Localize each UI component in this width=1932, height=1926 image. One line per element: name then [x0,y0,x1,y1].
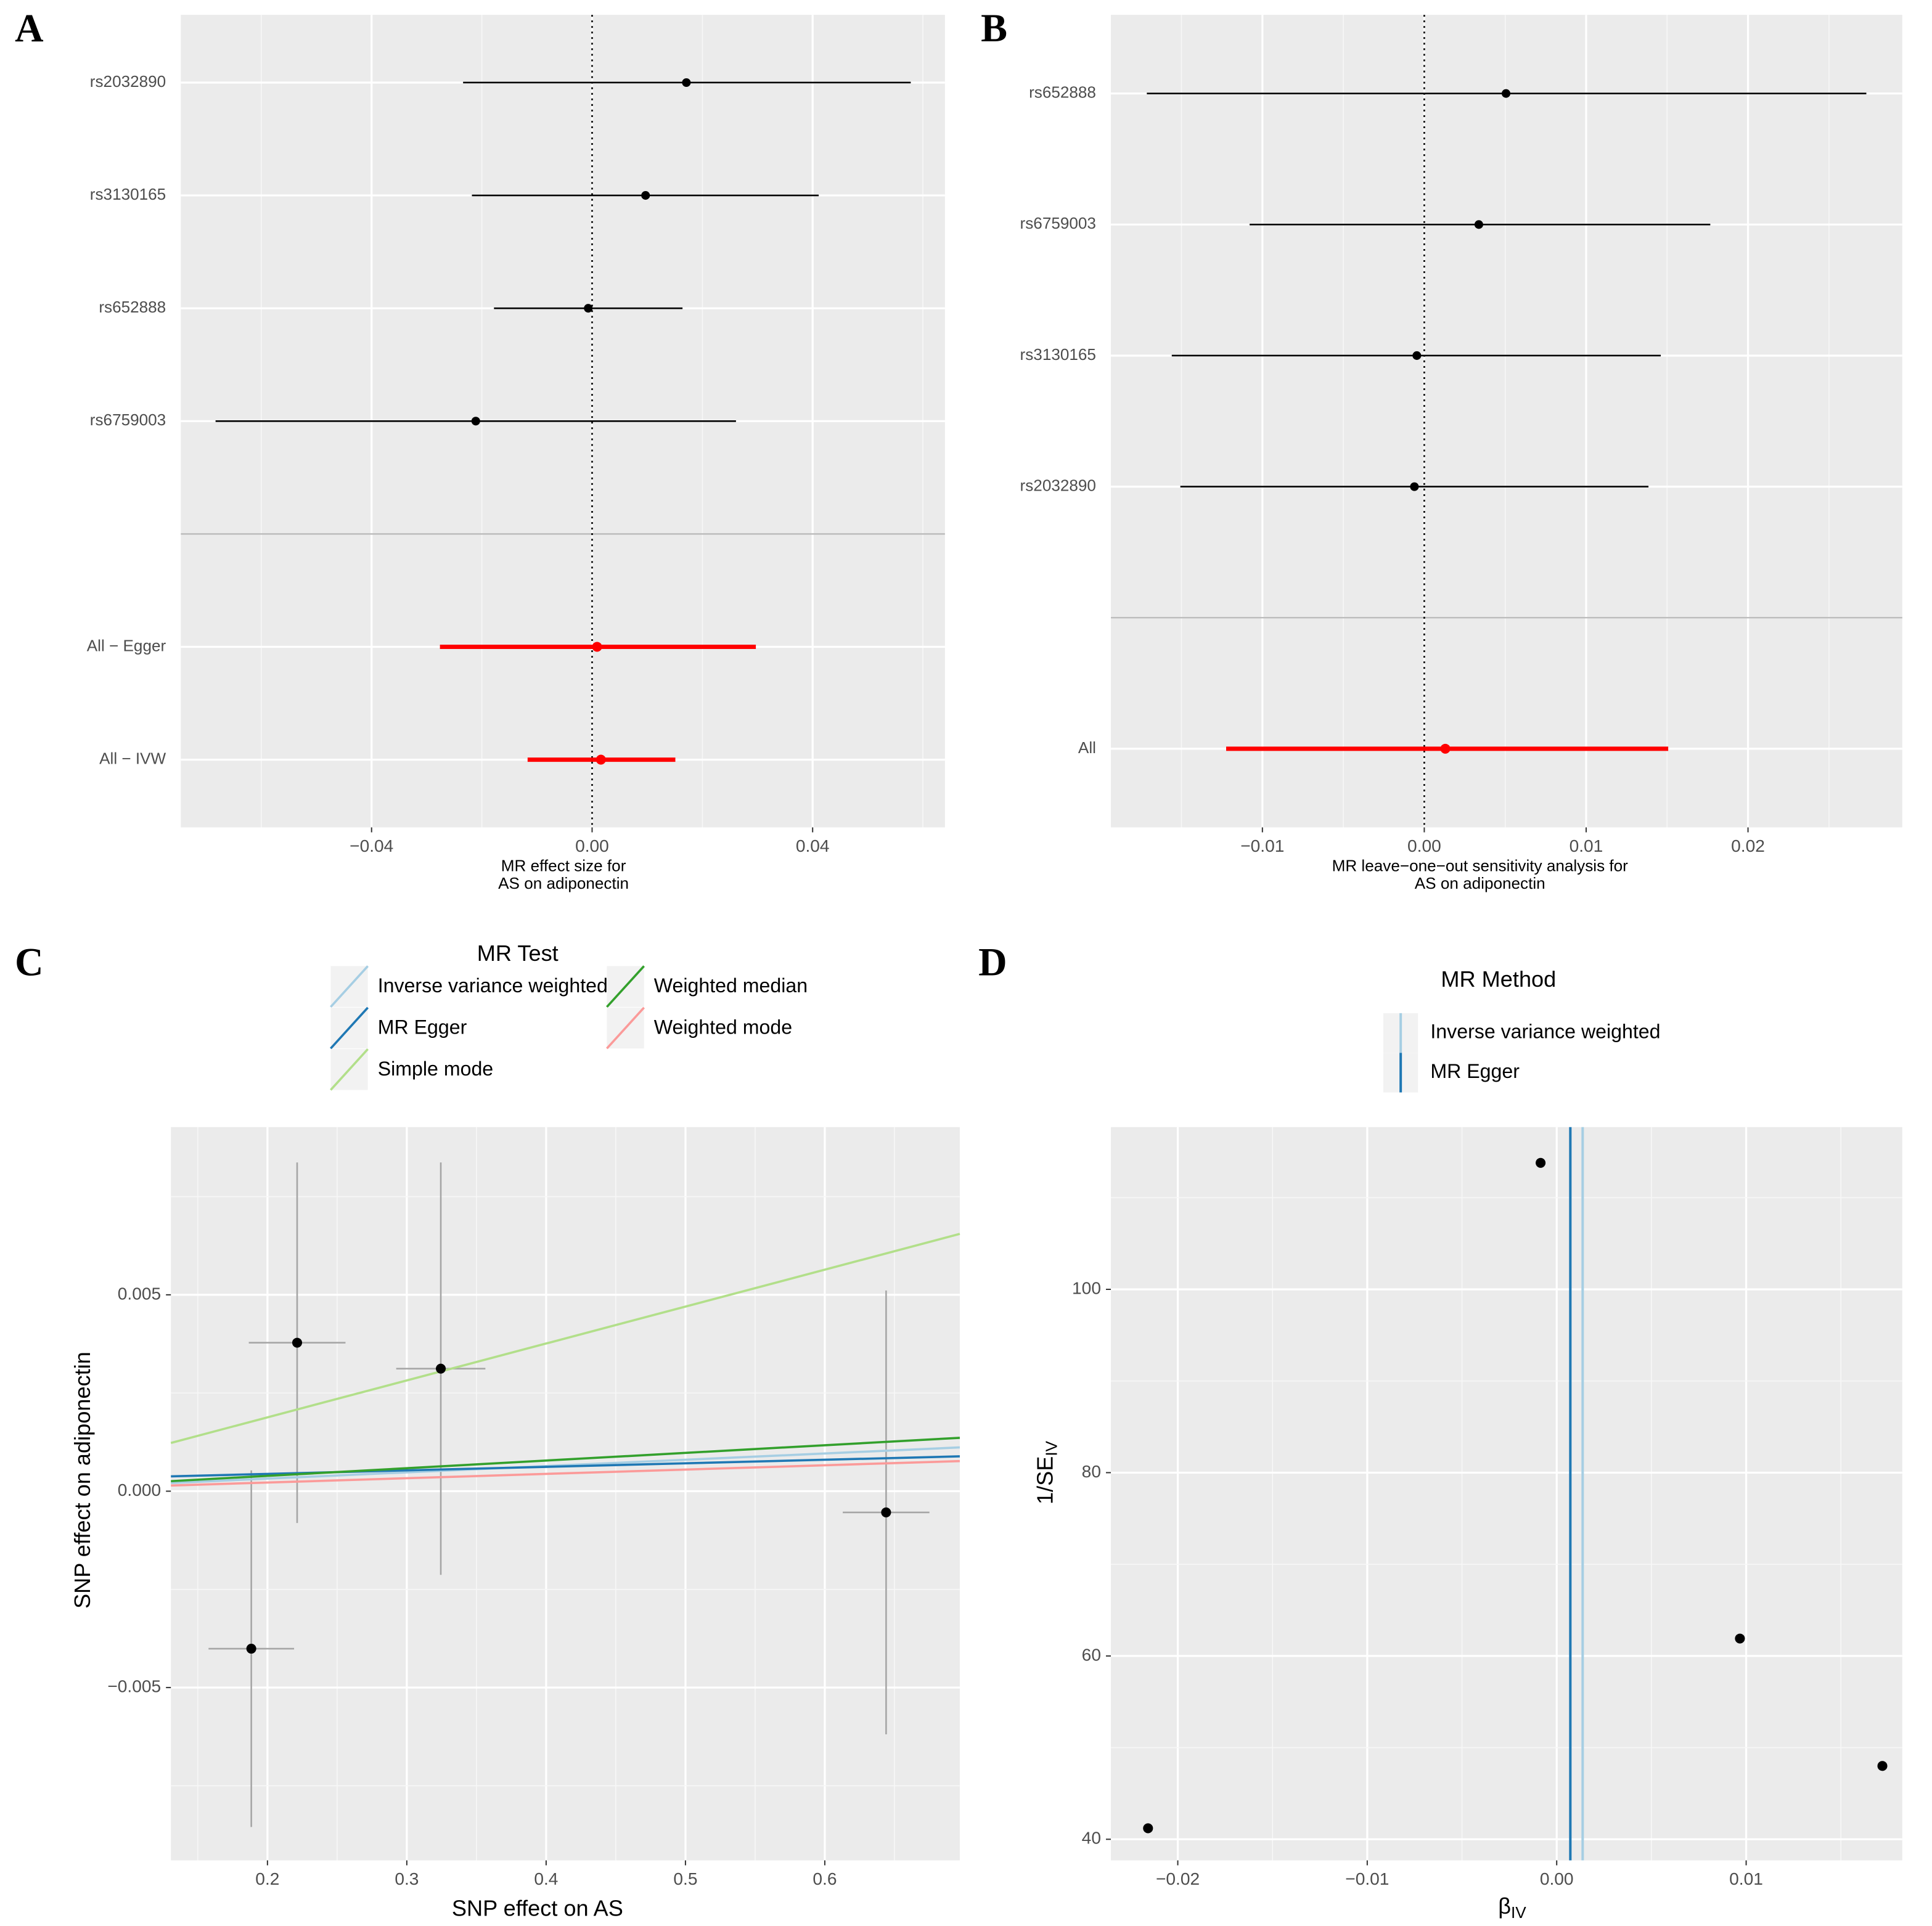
row-label: All − IVW [99,749,166,767]
point [1735,1633,1745,1644]
panel-label: C [15,940,43,984]
row-label: rs6759003 [90,410,166,429]
y-axis-label: 1/SEIV [1032,1440,1060,1504]
legend-label: Weighted median [654,974,808,997]
x-tick-label: 0.3 [395,1869,419,1888]
x-tick-label: 0.4 [534,1869,558,1888]
x-axis-label: MR leave−one−out sensitivity analysis fo… [1332,857,1629,875]
x-tick-label: 0.00 [575,836,609,855]
x-tick-label: −0.01 [1345,1869,1389,1888]
legend-label: Weighted mode [654,1016,792,1038]
point [596,754,606,765]
legend-title: MR Test [477,941,559,966]
x-axis-label: SNP effect on AS [452,1895,623,1920]
point [584,304,593,313]
y-tick-label: 40 [1082,1829,1101,1848]
legend-swatch [330,1048,369,1091]
plot-background [171,1127,960,1861]
regression-line [171,1459,960,1487]
point [1410,482,1419,491]
panel-label: B [981,6,1007,50]
row-label: All − Egger [87,636,166,655]
legend-label: MR Egger [1430,1060,1520,1082]
row-label: rs3130165 [1020,345,1096,364]
legend-swatch [606,965,645,1008]
row-label: rs6759003 [1020,214,1096,232]
x-tick-label: −0.04 [350,836,393,855]
row-label: rs652888 [99,298,166,316]
point [1877,1761,1888,1771]
legend-title: MR Method [1441,966,1556,992]
point [471,417,480,426]
regression-line [171,1446,960,1484]
x-tick-label: −0.01 [1240,836,1284,855]
legend-label: Inverse variance weighted [1430,1021,1660,1043]
row-label: rs2032890 [1020,476,1096,494]
x-axis-label: AS on adiponectin [1415,874,1545,892]
regression-line [170,1233,960,1444]
x-axis-label-main: β [1498,1893,1511,1918]
legend-swatch [330,1006,369,1050]
point [292,1337,303,1348]
x-tick-label: −0.02 [1156,1869,1200,1888]
legend-swatch [330,965,369,1008]
y-tick-label: 60 [1082,1645,1101,1664]
point [682,78,691,88]
x-axis-label: AS on adiponectin [498,874,629,892]
y-tick-label: 80 [1082,1462,1101,1481]
x-axis-label-sub: IV [1511,1903,1526,1922]
legend-swatch [606,1006,645,1050]
point [436,1363,446,1374]
row-label: rs652888 [1029,83,1096,102]
x-tick-label: 0.01 [1729,1869,1763,1888]
plot-background [1111,1127,1902,1861]
point [1536,1157,1546,1168]
y-axis-label-sub: IV [1042,1440,1061,1456]
x-tick-label: 0.00 [1540,1869,1574,1888]
y-tick-label: 0.000 [118,1480,161,1500]
legend-label: Simple mode [378,1058,493,1080]
x-tick-label: 0.00 [1407,836,1441,855]
x-tick-label: 0.01 [1570,836,1603,855]
y-tick-label: 100 [1072,1278,1101,1297]
plot-background [1111,15,1902,828]
x-axis-label: βIV [1498,1893,1526,1921]
x-tick-label: 0.02 [1731,836,1765,855]
panel-label: D [978,940,1007,984]
legend-label: Inverse variance weighted [378,974,608,997]
point [1412,351,1422,360]
point [592,642,602,652]
row-label: All [1078,738,1096,757]
point [1474,220,1483,229]
point [1501,89,1511,98]
x-tick-label: 0.5 [673,1869,697,1888]
point [246,1643,256,1654]
y-axis-label-main: 1/SE [1032,1456,1057,1504]
panel-label: A [15,6,43,50]
legend-label: MR Egger [378,1016,467,1038]
row-label: rs3130165 [90,185,166,203]
point [641,191,650,200]
point [1143,1823,1153,1834]
y-axis-label: SNP effect on adiponectin [70,1352,95,1609]
y-tick-label: 0.005 [118,1284,161,1303]
point [881,1507,891,1517]
regression-line [171,1437,960,1483]
row-label: rs2032890 [90,72,166,91]
point [1440,743,1451,754]
x-tick-label: 0.04 [796,836,830,855]
x-tick-label: 0.6 [813,1869,837,1888]
x-axis-label: MR effect size for [501,857,626,875]
x-tick-label: 0.2 [255,1869,279,1888]
y-tick-label: −0.005 [107,1677,161,1696]
